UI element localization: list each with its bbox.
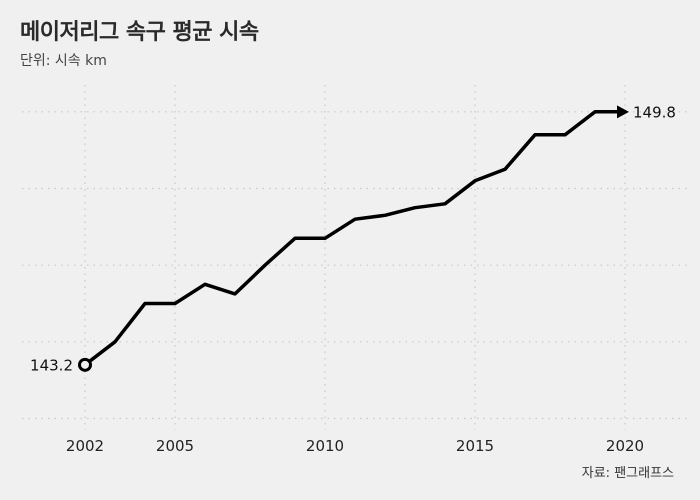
- source-note: 자료: 팬그래프스: [581, 466, 674, 481]
- x-tick-label: 2020: [606, 437, 644, 455]
- x-tick-label: 2010: [306, 437, 344, 455]
- x-tick-label: 2002: [66, 437, 104, 455]
- grid-layer: [22, 85, 688, 430]
- x-tick-label: 2005: [156, 437, 194, 455]
- x-axis-ticks: 2002 2005 2010 2015 2020: [66, 437, 644, 455]
- end-arrow-marker: [617, 105, 629, 119]
- annotation-layer: 143.2 149.8: [30, 103, 676, 374]
- x-tick-label: 2015: [456, 437, 494, 455]
- chart-subtitle: 단위: 시속 km: [20, 53, 107, 69]
- series-line: [83, 110, 627, 367]
- end-value-label: 149.8: [633, 103, 676, 121]
- start-value-label: 143.2: [30, 356, 73, 374]
- start-point-marker: [78, 357, 92, 372]
- chart-title: 메이저리그 속구 평균 시속: [20, 20, 259, 45]
